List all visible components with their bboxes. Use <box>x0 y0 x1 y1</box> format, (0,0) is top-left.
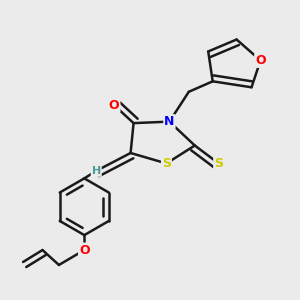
Text: H: H <box>92 166 101 176</box>
Text: O: O <box>109 99 119 112</box>
Text: S: S <box>162 157 171 170</box>
Text: O: O <box>255 54 266 67</box>
Text: S: S <box>214 157 223 170</box>
Text: N: N <box>164 115 175 128</box>
Text: O: O <box>79 244 90 256</box>
